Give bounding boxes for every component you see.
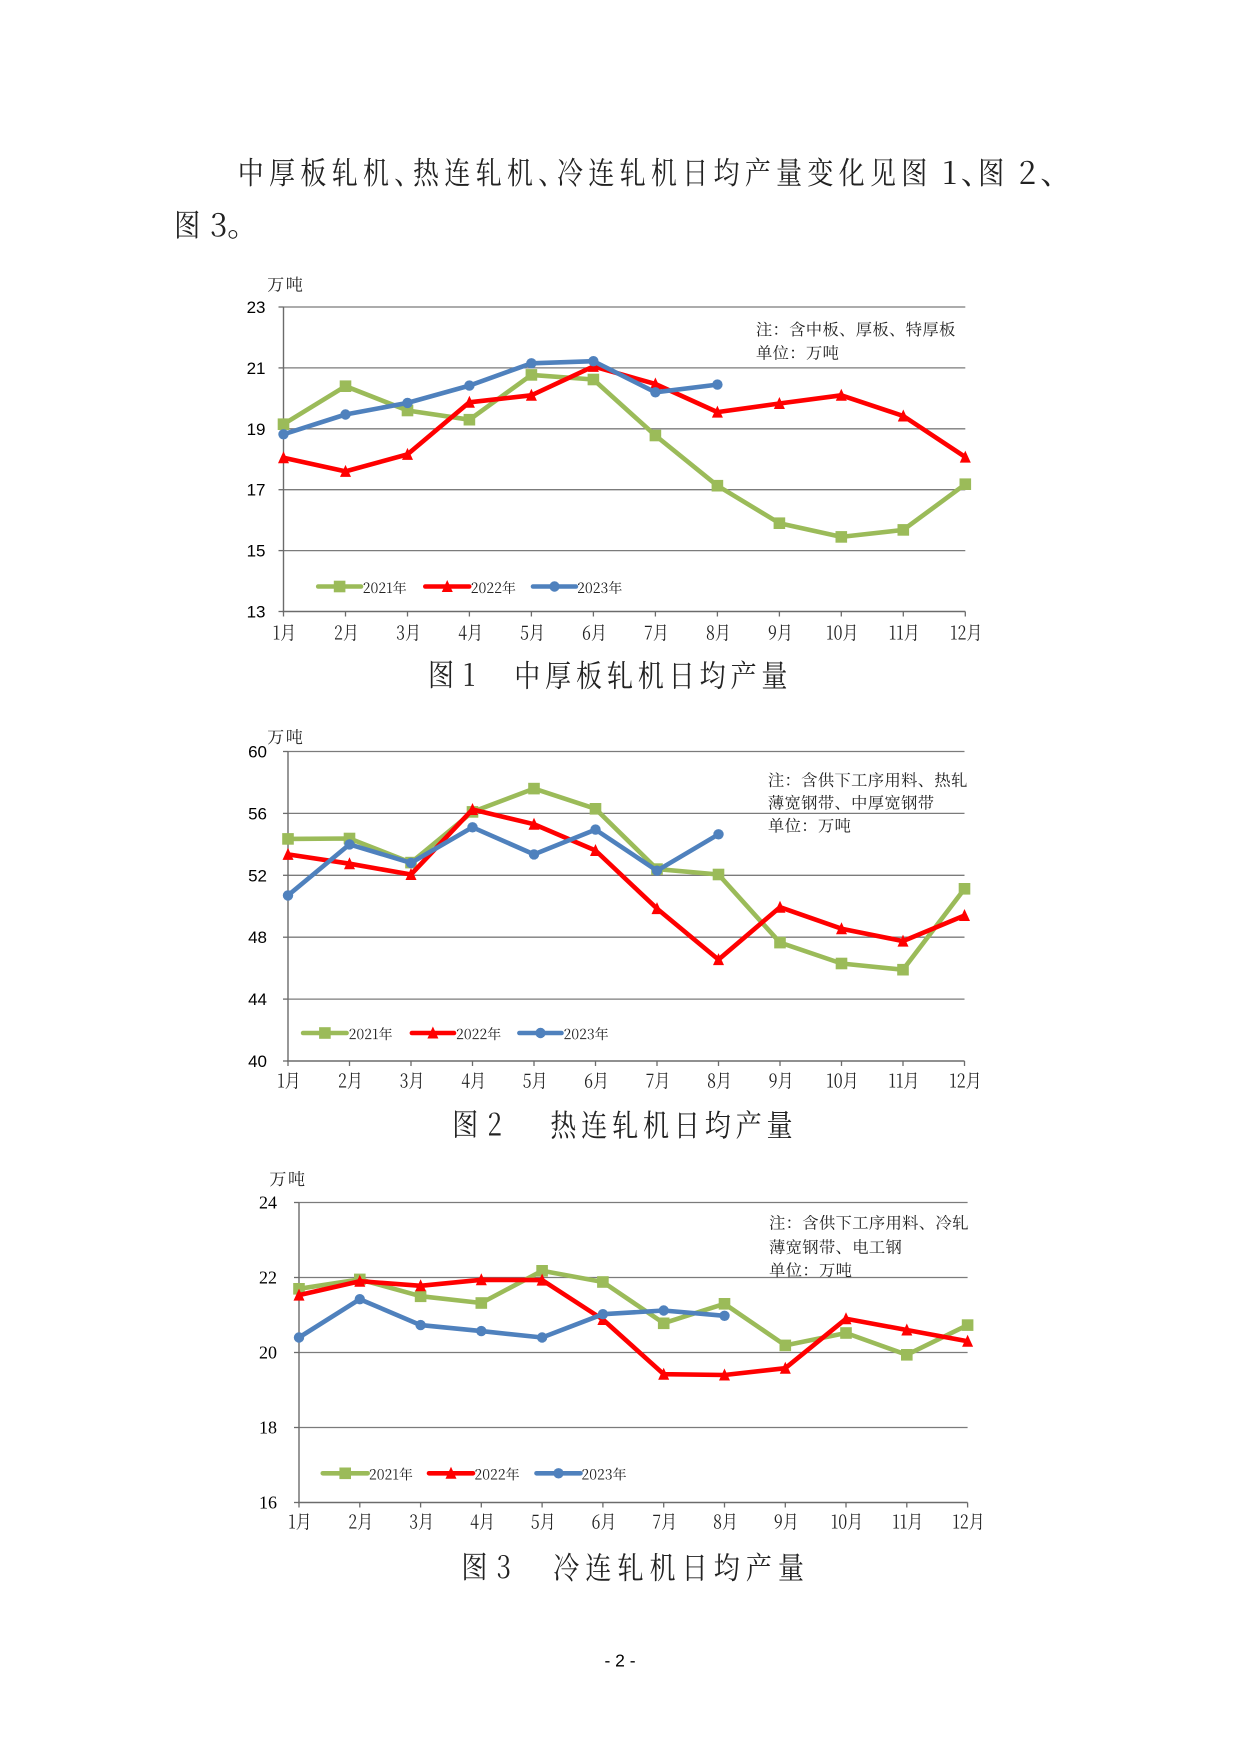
svg-text:24: 24: [259, 1193, 277, 1213]
svg-text:40: 40: [248, 1052, 267, 1071]
svg-text:44: 44: [248, 990, 267, 1009]
svg-text:56: 56: [248, 804, 267, 823]
svg-text:20: 20: [259, 1343, 277, 1363]
svg-text:21: 21: [247, 359, 266, 378]
svg-text:17: 17: [247, 481, 266, 500]
svg-text:48: 48: [248, 928, 267, 947]
svg-text:18: 18: [259, 1418, 277, 1438]
svg-text:15: 15: [247, 542, 266, 561]
svg-text:16: 16: [259, 1493, 277, 1513]
svg-text:19: 19: [247, 420, 266, 439]
svg-text:23: 23: [247, 298, 266, 317]
svg-text:60: 60: [248, 743, 267, 762]
svg-text:13: 13: [247, 603, 266, 622]
svg-text:- 2 -: - 2 -: [604, 1651, 635, 1671]
svg-text:52: 52: [248, 866, 267, 885]
svg-text:22: 22: [259, 1268, 277, 1288]
